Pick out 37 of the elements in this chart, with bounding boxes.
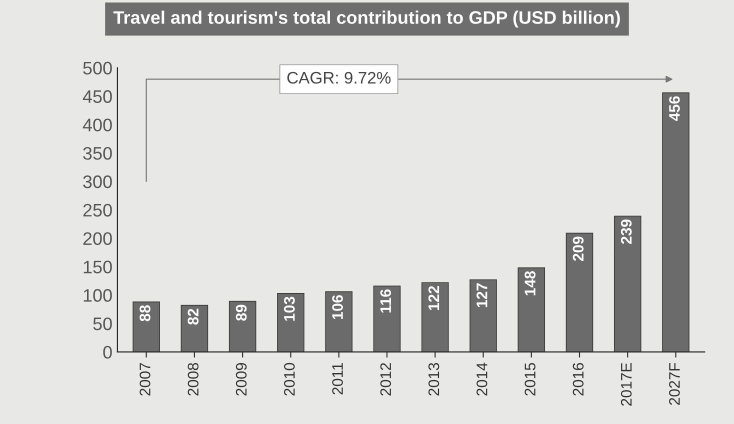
- y-tick-label: 200: [83, 232, 112, 246]
- y-tick-label: 50: [93, 317, 112, 330]
- x-tick-label: 2009: [236, 363, 247, 396]
- data-label: 89: [236, 304, 247, 321]
- chart-title: Travel and tourism's total contribution to GDP (USD billion): [113, 10, 620, 28]
- x-tick-label: 2010: [284, 362, 295, 396]
- data-label: 209: [572, 236, 584, 261]
- annotation: CAGR: 9.72%: [287, 72, 391, 84]
- y-tick-label: 450: [82, 90, 112, 103]
- x-tick-label: 2013: [428, 363, 440, 396]
- x-tick-label: 2012: [380, 363, 392, 396]
- x-tick-label: 2014: [476, 362, 488, 396]
- y-tick-label: 250: [83, 204, 112, 217]
- data-label: 456: [669, 96, 680, 121]
- x-tick-label: 2008: [188, 363, 199, 396]
- x-tick-label: 2011: [332, 363, 343, 394]
- x-tick-label: 2016: [572, 363, 584, 396]
- y-tick-label: 400: [82, 118, 112, 132]
- x-tick-label: 2017E: [620, 362, 632, 406]
- y-tick-label: 0: [103, 346, 112, 359]
- y-tick-label: 150: [84, 260, 112, 274]
- y-tick-label: 100: [84, 289, 112, 302]
- data-label: 148: [524, 271, 536, 296]
- data-label: 103: [284, 296, 295, 321]
- y-tick-label: 350: [83, 147, 112, 160]
- x-tick-label: 2027F: [669, 362, 680, 405]
- y-tick-label: 300: [83, 175, 112, 188]
- data-label: 116: [380, 289, 392, 313]
- data-label: 88: [140, 305, 150, 322]
- data-label: 239: [620, 220, 632, 244]
- data-label: 127: [476, 283, 488, 308]
- data-label: 122: [428, 286, 440, 310]
- data-label: 82: [188, 308, 199, 325]
- x-tick-label: 2007: [140, 363, 150, 396]
- x-tick-label: 2015: [524, 362, 536, 396]
- data-label: 106: [332, 295, 343, 320]
- y-tick-label: 500: [83, 62, 112, 75]
